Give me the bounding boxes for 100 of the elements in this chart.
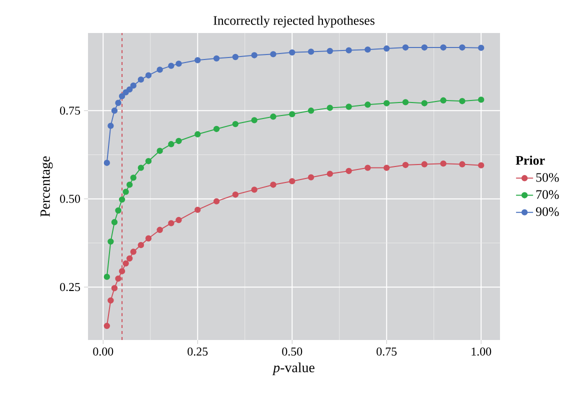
point [270, 114, 276, 120]
point [251, 186, 258, 193]
x-axis-title: p-value [272, 362, 314, 376]
point [270, 182, 276, 188]
point [421, 44, 428, 51]
legend-label: 50% [536, 173, 559, 182]
point [111, 219, 118, 226]
point [176, 60, 182, 67]
point [402, 44, 409, 51]
point [122, 188, 129, 195]
point [459, 44, 466, 51]
legend-label: 70% [536, 190, 559, 199]
point [346, 47, 352, 54]
point [118, 268, 126, 274]
point [384, 100, 390, 106]
point [326, 48, 334, 54]
legend-title: Prior [516, 156, 545, 165]
chart-title: Incorrectly rejected hypotheses [214, 16, 374, 28]
point [478, 44, 484, 51]
x-tick-label: 0.50 [282, 348, 302, 356]
point [126, 86, 133, 93]
point [384, 164, 390, 171]
point [270, 51, 276, 58]
point [213, 198, 220, 204]
x-tick-label: 0.75 [376, 348, 397, 356]
point [384, 45, 390, 52]
point [364, 46, 371, 53]
point [138, 242, 144, 248]
point [289, 111, 296, 118]
point [402, 99, 409, 106]
point [251, 52, 258, 58]
point [459, 161, 466, 168]
point [194, 206, 201, 213]
x-tick-label: 0.00 [93, 348, 114, 356]
point [194, 57, 201, 64]
y-tick-label: 0.50 [60, 194, 80, 203]
point [308, 108, 314, 114]
point [168, 62, 174, 69]
point [104, 322, 110, 329]
point [138, 164, 144, 171]
point [115, 100, 122, 106]
point [213, 55, 220, 62]
point [421, 161, 428, 168]
legend-label: 90% [536, 207, 559, 216]
point [145, 158, 152, 164]
point [156, 226, 163, 234]
point [104, 274, 110, 280]
point [111, 285, 118, 292]
point [478, 162, 484, 168]
point [130, 82, 136, 89]
y-tick-label: 0.75 [60, 106, 80, 115]
point [145, 72, 152, 78]
x-tick-label: 1.00 [472, 348, 492, 356]
point [459, 98, 466, 104]
point [326, 104, 334, 111]
point [326, 170, 334, 177]
point [108, 122, 114, 129]
point [145, 235, 152, 242]
point [346, 168, 352, 174]
point [168, 220, 174, 226]
point [364, 102, 371, 108]
point [108, 297, 114, 304]
point [232, 120, 239, 128]
point [108, 238, 114, 245]
point [308, 48, 314, 55]
point [289, 49, 296, 56]
point [115, 276, 122, 282]
point [440, 44, 446, 51]
point [176, 216, 182, 224]
point [126, 182, 133, 188]
point [194, 131, 201, 138]
point [421, 100, 428, 106]
point [440, 160, 446, 167]
point [126, 255, 133, 262]
point [156, 148, 163, 154]
point [364, 164, 371, 171]
point [232, 54, 239, 60]
point [111, 108, 118, 114]
point [478, 96, 484, 103]
y-tick-label: 0.25 [60, 283, 80, 292]
point [176, 138, 182, 144]
y-axis-title: Percentage [40, 156, 53, 217]
point [118, 93, 126, 100]
point [308, 174, 314, 180]
point [440, 97, 446, 104]
point [130, 174, 136, 181]
x-tick-label: 0.25 [188, 348, 208, 356]
point [104, 160, 110, 166]
point [346, 104, 352, 110]
point [122, 260, 129, 267]
point [168, 141, 174, 148]
point [289, 178, 296, 184]
point [251, 117, 258, 124]
point [138, 76, 144, 83]
point [130, 248, 136, 255]
point [402, 162, 409, 168]
point [115, 207, 122, 214]
point [118, 196, 126, 203]
point [156, 66, 163, 73]
point [213, 126, 220, 132]
